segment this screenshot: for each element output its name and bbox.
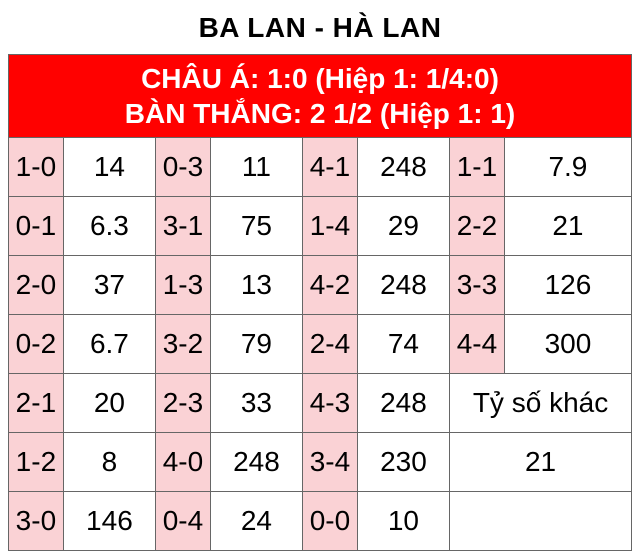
score-cell: 2-3 (156, 374, 211, 433)
merged-cell: 21 (450, 433, 632, 492)
score-cell: 2-0 (9, 256, 64, 315)
score-cell: 3-3 (450, 256, 505, 315)
score-cell: 1-0 (9, 138, 64, 197)
score-cell: 1-1 (450, 138, 505, 197)
score-cell: 2-4 (303, 315, 358, 374)
score-cell: 3-2 (156, 315, 211, 374)
score-cell: 4-3 (303, 374, 358, 433)
odds-cell: 248 (357, 374, 449, 433)
odds-cell: 10 (357, 492, 449, 551)
match-title: BA LAN - HÀ LAN (8, 12, 632, 44)
odds-cell: 6.7 (63, 315, 155, 374)
odds-cell: 75 (210, 197, 302, 256)
odds-cell: 79 (210, 315, 302, 374)
odds-cell: 37 (63, 256, 155, 315)
odds-cell: 7.9 (504, 138, 631, 197)
score-cell: 3-4 (303, 433, 358, 492)
odds-cell: 21 (504, 197, 631, 256)
table-row: 3-01460-4240-010 (9, 492, 632, 551)
header-line-goals: BÀN THẮNG: 2 1/2 (Hiệp 1: 1) (13, 96, 627, 131)
correct-score-table: 1-0140-3114-12481-17.90-16.33-1751-4292-… (8, 137, 632, 551)
score-cell: 4-4 (450, 315, 505, 374)
odds-cell: 248 (357, 138, 449, 197)
table-row: 2-0371-3134-22483-3126 (9, 256, 632, 315)
score-cell: 3-0 (9, 492, 64, 551)
odds-cell: 300 (504, 315, 631, 374)
score-cell: 1-3 (156, 256, 211, 315)
odds-cell: 29 (357, 197, 449, 256)
odds-cell: 74 (357, 315, 449, 374)
score-cell: 2-1 (9, 374, 64, 433)
odds-cell: 24 (210, 492, 302, 551)
odds-cell: 248 (357, 256, 449, 315)
score-cell: 0-0 (303, 492, 358, 551)
odds-cell: 13 (210, 256, 302, 315)
table-row: 1-284-02483-423021 (9, 433, 632, 492)
score-cell: 4-0 (156, 433, 211, 492)
score-cell: 4-1 (303, 138, 358, 197)
score-cell: 0-2 (9, 315, 64, 374)
table-row: 1-0140-3114-12481-17.9 (9, 138, 632, 197)
odds-cell: 14 (63, 138, 155, 197)
odds-cell: 146 (63, 492, 155, 551)
odds-header: CHÂU Á: 1:0 (Hiệp 1: 1/4:0) BÀN THẮNG: 2… (8, 54, 632, 137)
merged-cell (450, 492, 632, 551)
score-cell: 0-1 (9, 197, 64, 256)
table-row: 0-16.33-1751-4292-221 (9, 197, 632, 256)
table-row: 2-1202-3334-3248Tỷ số khác (9, 374, 632, 433)
merged-cell: Tỷ số khác (450, 374, 632, 433)
score-cell: 0-4 (156, 492, 211, 551)
odds-cell: 33 (210, 374, 302, 433)
odds-cell: 6.3 (63, 197, 155, 256)
odds-cell: 20 (63, 374, 155, 433)
odds-cell: 11 (210, 138, 302, 197)
table-row: 0-26.73-2792-4744-4300 (9, 315, 632, 374)
score-cell: 4-2 (303, 256, 358, 315)
odds-cell: 248 (210, 433, 302, 492)
score-cell: 1-2 (9, 433, 64, 492)
odds-cell: 230 (357, 433, 449, 492)
odds-cell: 8 (63, 433, 155, 492)
header-line-asia: CHÂU Á: 1:0 (Hiệp 1: 1/4:0) (13, 61, 627, 96)
odds-cell: 126 (504, 256, 631, 315)
score-cell: 1-4 (303, 197, 358, 256)
score-cell: 3-1 (156, 197, 211, 256)
score-cell: 2-2 (450, 197, 505, 256)
score-cell: 0-3 (156, 138, 211, 197)
